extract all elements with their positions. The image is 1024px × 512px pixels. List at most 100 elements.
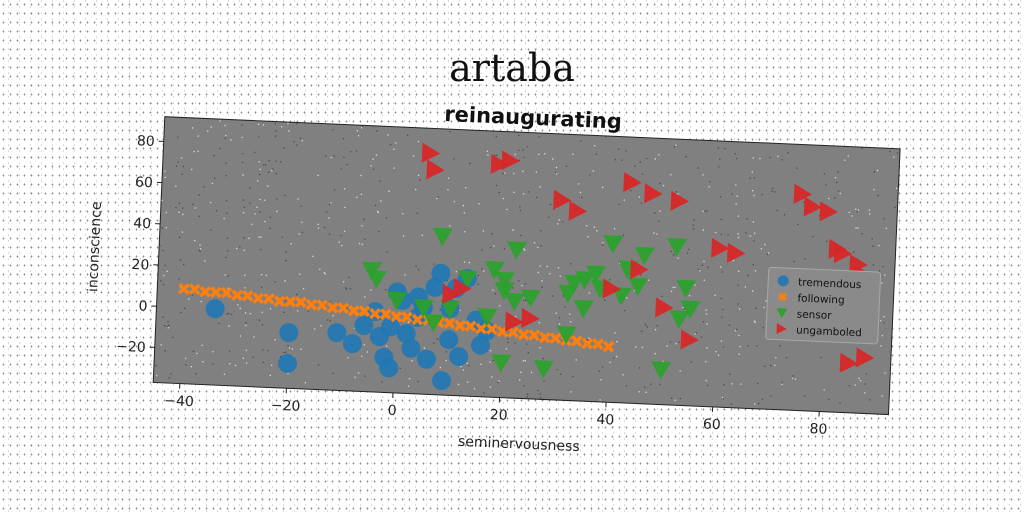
data-point [337, 302, 350, 315]
data-point [366, 270, 387, 289]
data-point [401, 338, 421, 358]
data-point [347, 304, 360, 317]
data-point [623, 172, 642, 193]
data-point [231, 289, 243, 302]
data-point [369, 307, 381, 320]
data-point [449, 347, 469, 367]
data-point [457, 270, 478, 289]
data-point [485, 323, 498, 335]
legend-label: following [797, 292, 845, 306]
y-tick-label: 40 [133, 216, 152, 233]
data-point [849, 254, 868, 275]
data-point [611, 287, 632, 306]
data-point [520, 289, 541, 308]
data-point [342, 334, 362, 354]
data-point [581, 337, 594, 350]
data-point [470, 335, 490, 355]
data-point [209, 286, 222, 299]
data-point [517, 328, 530, 341]
data-point [327, 323, 347, 343]
data-point [833, 243, 853, 264]
data-point [507, 326, 519, 338]
data-point [411, 313, 424, 326]
series-sensor [361, 227, 701, 380]
data-point [630, 259, 649, 280]
data-point [426, 159, 445, 180]
data-point [839, 352, 859, 373]
data-point [495, 271, 515, 291]
data-point [284, 295, 297, 308]
data-point [454, 319, 466, 332]
x-axis-label: seminervousness [458, 434, 580, 455]
data-point [390, 310, 403, 323]
data-point [294, 296, 307, 309]
data-point [507, 241, 527, 260]
y-axis-label: inconscience [85, 201, 105, 292]
data-point [326, 301, 339, 314]
data-point [205, 299, 225, 319]
data-point [401, 311, 413, 324]
legend-marker [776, 323, 787, 335]
data-point [726, 242, 746, 263]
data-point [651, 361, 672, 380]
data-point [316, 299, 328, 312]
x-tick-label: 0 [387, 403, 397, 419]
data-point [484, 260, 505, 280]
data-point [381, 317, 401, 337]
data-point [655, 297, 674, 318]
data-point [556, 326, 577, 345]
data-point [628, 277, 649, 296]
data-point [425, 277, 445, 297]
data-point [440, 300, 461, 319]
data-point [634, 246, 655, 266]
data-point [855, 347, 875, 368]
x-tick-label: 40 [596, 412, 615, 429]
data-point [505, 311, 524, 332]
data-point [533, 360, 554, 379]
data-point [475, 322, 488, 335]
data-point [413, 299, 434, 318]
data-point [573, 299, 594, 319]
y-tick-label: 0 [138, 298, 148, 314]
data-point [575, 271, 596, 290]
legend-label: tremendous [798, 276, 862, 291]
data-point [279, 323, 299, 343]
data-point [819, 201, 838, 222]
x-tick-label: 20 [489, 407, 508, 424]
data-point [354, 316, 374, 336]
x-tick-label: 60 [703, 416, 722, 433]
data-point [521, 308, 540, 329]
data-point [669, 310, 690, 329]
data-point [528, 329, 541, 341]
data-point [680, 329, 699, 350]
figure-title: artaba [449, 46, 575, 90]
data-point [443, 317, 456, 330]
data-point [188, 283, 201, 296]
data-point [464, 320, 477, 333]
data-point [273, 295, 286, 308]
x-tick-label: −40 [164, 393, 194, 410]
data-point [305, 298, 318, 311]
axes: −40 −20 0 20 40 60 80 −20 0 20 40 60 80 [116, 133, 828, 438]
data-point [504, 292, 525, 312]
data-point [803, 196, 823, 217]
data-point [439, 330, 459, 350]
data-point [241, 289, 254, 302]
y-tick-label: −20 [116, 339, 146, 356]
data-point [570, 335, 583, 347]
data-point [477, 308, 498, 327]
y-tick-label: 20 [131, 257, 150, 274]
data-point [442, 283, 461, 304]
data-point [379, 358, 399, 378]
data-point [431, 263, 451, 283]
data-point [178, 282, 190, 295]
data-point [263, 292, 275, 305]
legend-box [765, 266, 882, 345]
plot-area [152, 116, 901, 416]
data-point [670, 190, 689, 211]
data-point [680, 300, 701, 319]
legend-label: sensor [797, 308, 833, 322]
legend-marker [778, 292, 787, 302]
data-point [568, 200, 588, 221]
